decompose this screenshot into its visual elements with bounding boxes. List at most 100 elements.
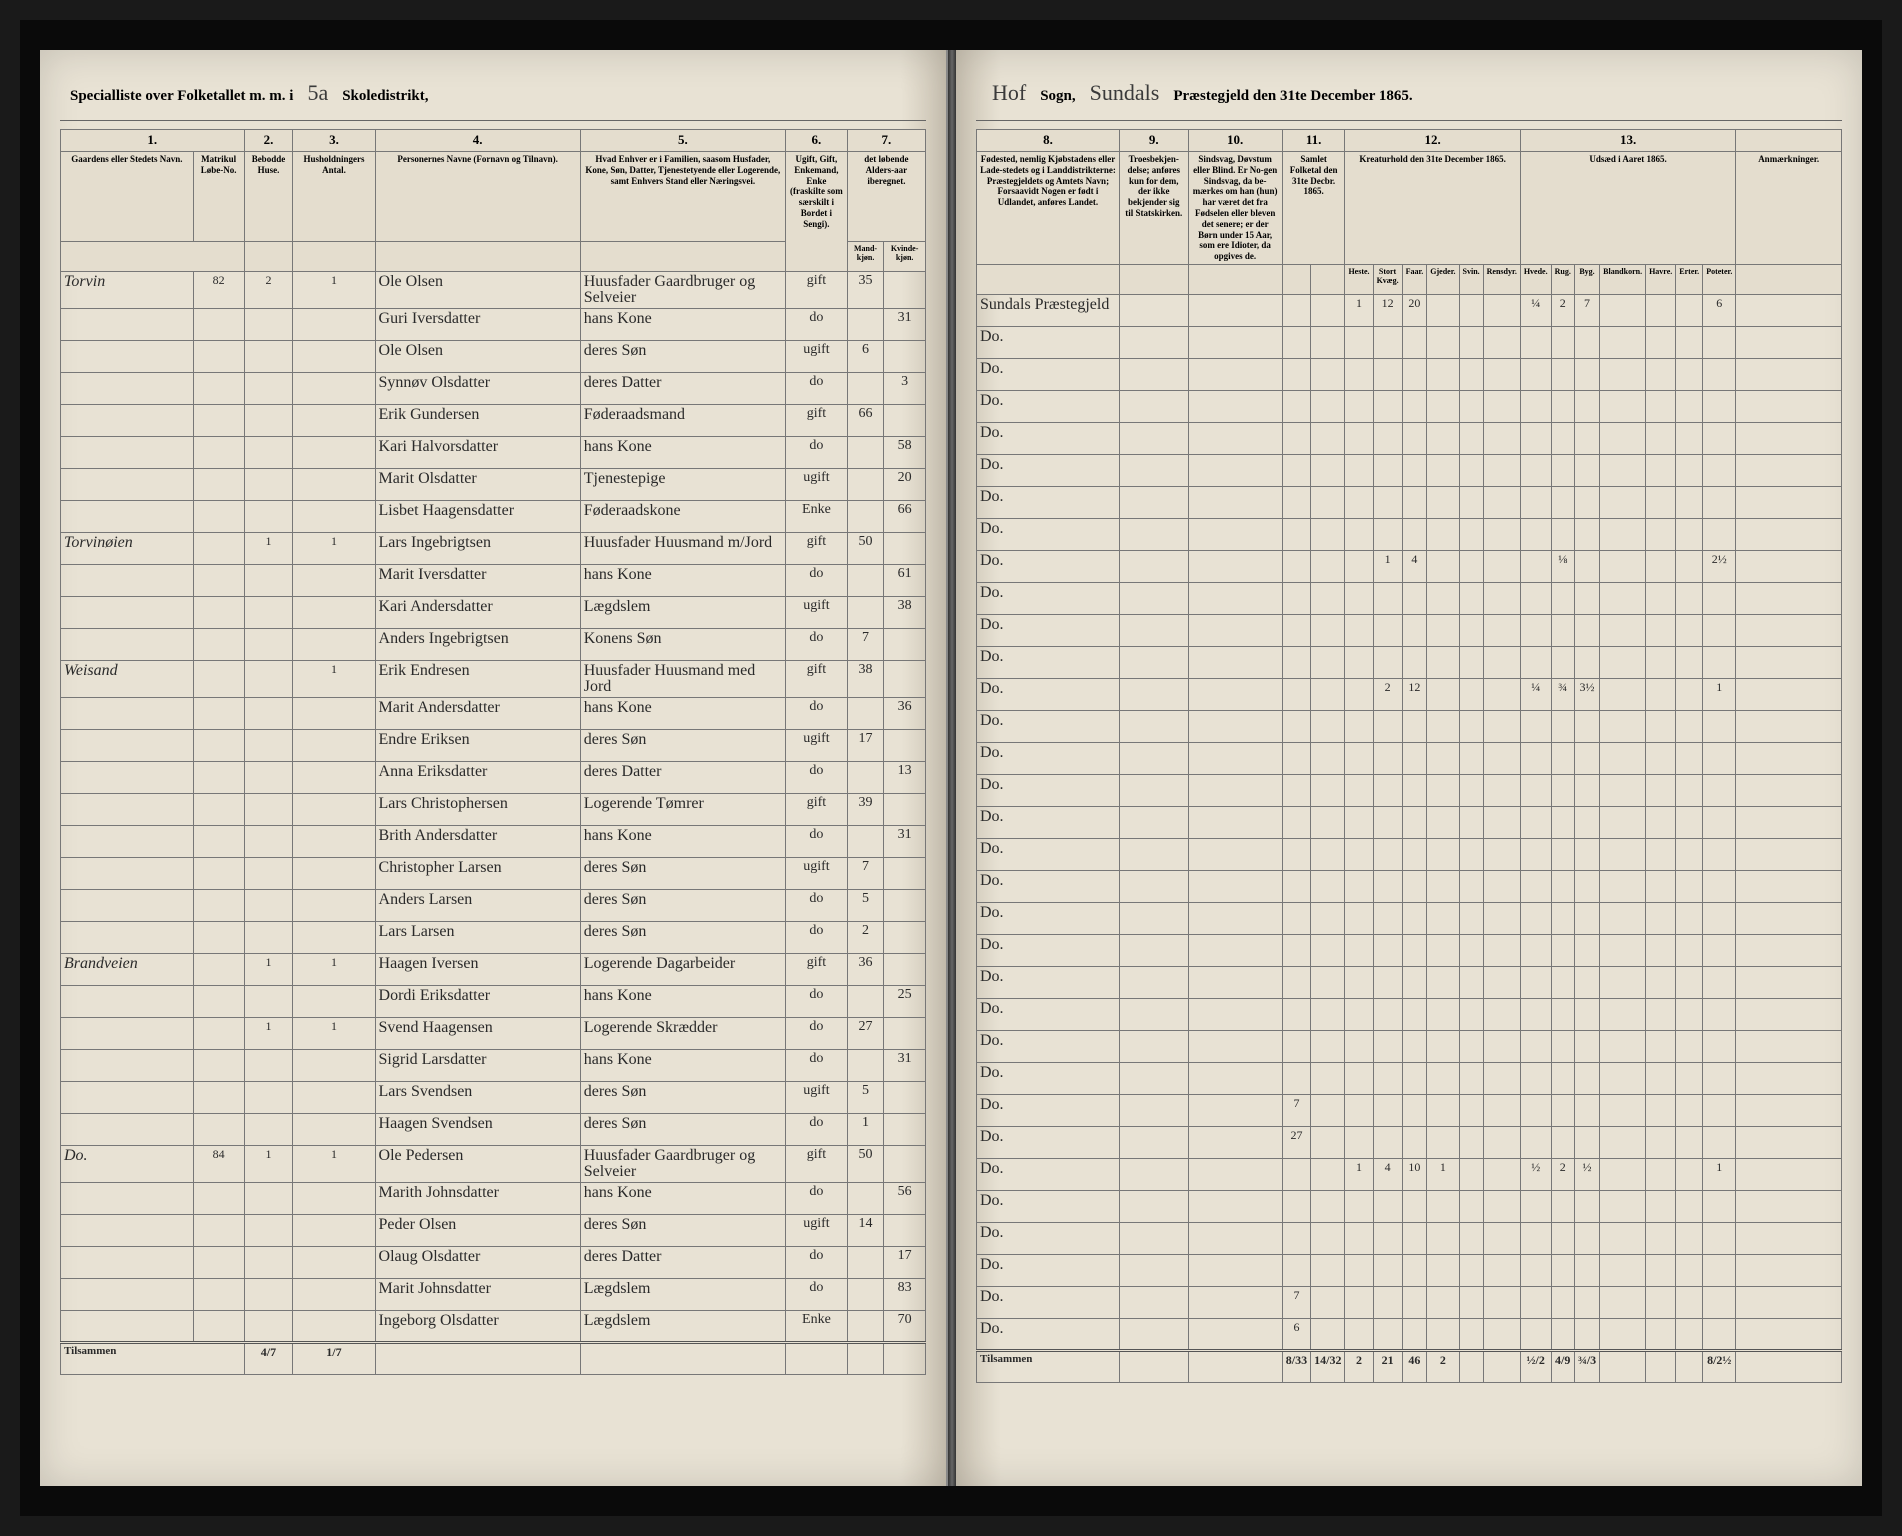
cell-name: Ole Pedersen <box>375 1146 580 1183</box>
cell-u7 <box>1703 1190 1736 1222</box>
cell-birthplace: Do. <box>977 870 1120 902</box>
cell-k4 <box>1427 774 1459 806</box>
table-row: Torvin8221Ole OlsenHuusfader Gaardbruger… <box>61 272 926 309</box>
cell-birthplace: Do. <box>977 1286 1120 1318</box>
cell-c11a <box>1282 326 1310 358</box>
cell-hh <box>293 597 375 629</box>
cell-faith <box>1119 390 1188 422</box>
cell-u2 <box>1551 1126 1574 1158</box>
cell-disability <box>1188 1062 1282 1094</box>
cell-u5 <box>1646 454 1676 486</box>
cell-k1 <box>1345 1286 1373 1318</box>
cell-mno <box>193 629 244 661</box>
cell-c11b <box>1311 1094 1345 1126</box>
cell-hus <box>244 661 293 698</box>
cell-farm <box>61 730 194 762</box>
table-row: Do. <box>977 742 1842 774</box>
cell-k6 <box>1483 518 1520 550</box>
cell-k1 <box>1345 358 1373 390</box>
cell-civil: do <box>785 437 847 469</box>
cell-k4 <box>1427 358 1459 390</box>
cell-c11b <box>1311 998 1345 1030</box>
h-civ: Ugift, Gift, Enkemand, Enke (fraskilte s… <box>785 152 847 272</box>
cell-u5 <box>1646 1318 1676 1350</box>
cell-u3 <box>1574 1094 1599 1126</box>
cell-k3 <box>1402 934 1427 966</box>
cell-k6 <box>1483 1094 1520 1126</box>
cell-hus <box>244 501 293 533</box>
cell-age-m <box>847 469 883 501</box>
cell-k5 <box>1459 454 1483 486</box>
cell-civil: do <box>785 986 847 1018</box>
f-k4: 2 <box>1427 1350 1459 1382</box>
cell-birthplace: Do. <box>977 1318 1120 1350</box>
cell-u2: 2 <box>1551 294 1574 326</box>
cell-c11a: 7 <box>1282 1094 1310 1126</box>
cell-hh <box>293 730 375 762</box>
cell-faith <box>1119 582 1188 614</box>
cell-mno <box>193 1311 244 1343</box>
cell-birthplace: Do. <box>977 838 1120 870</box>
cell-u6 <box>1676 1254 1703 1286</box>
cell-farm: Do. <box>61 1146 194 1183</box>
cell-k2 <box>1373 966 1402 998</box>
cell-hh: 1 <box>293 1018 375 1050</box>
cell-u7 <box>1703 998 1736 1030</box>
cell-k3 <box>1402 1126 1427 1158</box>
cell-birthplace: Do. <box>977 454 1120 486</box>
cell-remarks <box>1736 1286 1842 1318</box>
cell-u3 <box>1574 326 1599 358</box>
cell-u5 <box>1646 678 1676 710</box>
cell-k6 <box>1483 358 1520 390</box>
cell-k4 <box>1427 614 1459 646</box>
cell-mno <box>193 1050 244 1082</box>
cell-c11a <box>1282 774 1310 806</box>
cell-k6 <box>1483 294 1520 326</box>
cell-hus <box>244 629 293 661</box>
cell-u4 <box>1600 390 1646 422</box>
cell-u1 <box>1520 1286 1551 1318</box>
cell-k5 <box>1459 742 1483 774</box>
cell-age-m: 50 <box>847 533 883 565</box>
cell-u7 <box>1703 1126 1736 1158</box>
r-sub-heading-row: Heste. Stort Kvæg. Faar. Gjeder. Svin. R… <box>977 264 1842 294</box>
cell-position: hans Kone <box>580 437 785 469</box>
cell-k4 <box>1427 742 1459 774</box>
cell-disability <box>1188 1126 1282 1158</box>
cell-birthplace: Do. <box>977 1094 1120 1126</box>
cell-u1 <box>1520 1222 1551 1254</box>
cell-u1 <box>1520 1318 1551 1350</box>
cell-c11b <box>1311 710 1345 742</box>
cell-mno <box>193 794 244 826</box>
cell-u1 <box>1520 358 1551 390</box>
cell-birthplace: Do. <box>977 486 1120 518</box>
cell-disability <box>1188 966 1282 998</box>
cell-c11b <box>1311 582 1345 614</box>
cell-age-m <box>847 309 883 341</box>
cell-u1 <box>1520 646 1551 678</box>
cell-u1 <box>1520 422 1551 454</box>
cell-k5 <box>1459 1254 1483 1286</box>
cell-position: deres Søn <box>580 922 785 954</box>
cell-k3 <box>1402 486 1427 518</box>
cell-u6 <box>1676 326 1703 358</box>
cell-mno <box>193 986 244 1018</box>
cell-u2 <box>1551 1094 1574 1126</box>
cell-hus <box>244 437 293 469</box>
cell-u3 <box>1574 1030 1599 1062</box>
cell-u4 <box>1600 550 1646 582</box>
cell-name: Dordi Eriksdatter <box>375 986 580 1018</box>
cell-position: deres Datter <box>580 762 785 794</box>
cell-civil: gift <box>785 405 847 437</box>
cell-name: Ole Olsen <box>375 272 580 309</box>
cell-disability <box>1188 902 1282 934</box>
cell-k1: 1 <box>1345 294 1373 326</box>
cell-u4 <box>1600 934 1646 966</box>
cell-birthplace: Do. <box>977 326 1120 358</box>
cell-c11b <box>1311 902 1345 934</box>
cell-farm <box>61 629 194 661</box>
cell-farm <box>61 1215 194 1247</box>
cell-age-m <box>847 1247 883 1279</box>
cell-age-k <box>884 1215 926 1247</box>
cell-mno <box>193 1279 244 1311</box>
